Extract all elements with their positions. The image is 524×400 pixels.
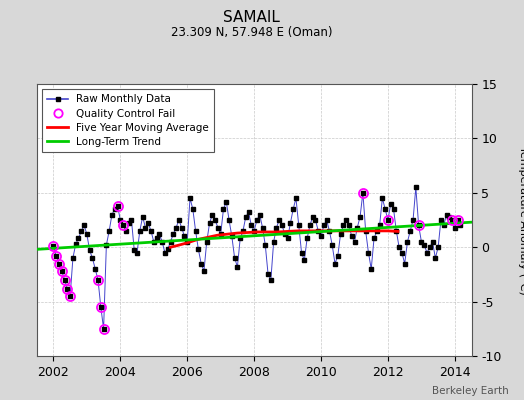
Text: 23.309 N, 57.948 E (Oman): 23.309 N, 57.948 E (Oman) [171, 26, 332, 39]
Text: Berkeley Earth: Berkeley Earth [432, 386, 508, 396]
Legend: Raw Monthly Data, Quality Control Fail, Five Year Moving Average, Long-Term Tren: Raw Monthly Data, Quality Control Fail, … [42, 89, 214, 152]
Y-axis label: Temperature Anomaly (°C): Temperature Anomaly (°C) [518, 146, 524, 294]
Text: SAMAIL: SAMAIL [223, 10, 280, 25]
